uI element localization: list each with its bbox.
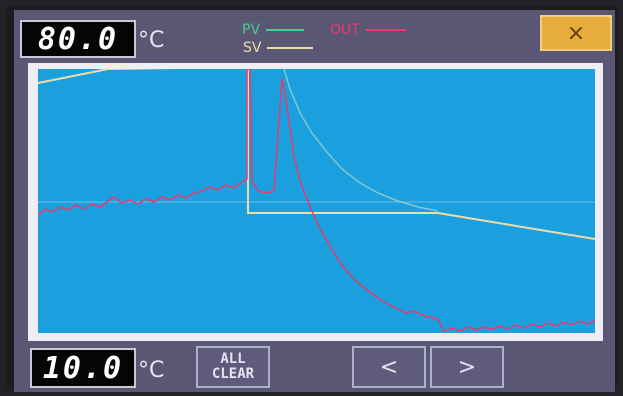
close-button[interactable]: × xyxy=(540,15,612,51)
legend-out: OUT xyxy=(330,22,406,38)
out-trace xyxy=(38,69,595,332)
legend-sv-label: SV xyxy=(243,40,262,56)
all-clear-button[interactable]: ALL CLEAR xyxy=(196,346,270,388)
next-page-button[interactable]: > xyxy=(430,346,504,388)
legend-pv: PV xyxy=(242,22,305,38)
trend-plot-frame xyxy=(28,63,603,341)
legend-sv-line xyxy=(267,47,314,49)
legend-pv-label: PV xyxy=(242,22,261,38)
chevron-left-icon: < xyxy=(379,354,399,380)
chevron-right-icon: > xyxy=(457,354,477,380)
trend-plot-area[interactable] xyxy=(38,69,595,333)
scale-min-display[interactable]: 10.0 xyxy=(30,348,136,388)
scale-max-unit: °C xyxy=(138,28,165,53)
sv-trace xyxy=(38,69,595,240)
scale-min-unit: °C xyxy=(138,358,165,383)
close-icon: × xyxy=(566,20,586,46)
trend-graph xyxy=(38,69,595,332)
pv-trace xyxy=(283,69,439,212)
legend-pv-line xyxy=(266,29,305,31)
all-clear-label-line2: CLEAR xyxy=(211,366,255,382)
all-clear-label-line1: ALL xyxy=(220,351,246,367)
prev-page-button[interactable]: < xyxy=(352,346,426,388)
scale-max-display[interactable]: 80.0 xyxy=(20,20,136,58)
legend-out-label: OUT xyxy=(330,22,360,38)
legend-sv: SV xyxy=(243,40,314,56)
legend-out-line xyxy=(365,29,406,31)
